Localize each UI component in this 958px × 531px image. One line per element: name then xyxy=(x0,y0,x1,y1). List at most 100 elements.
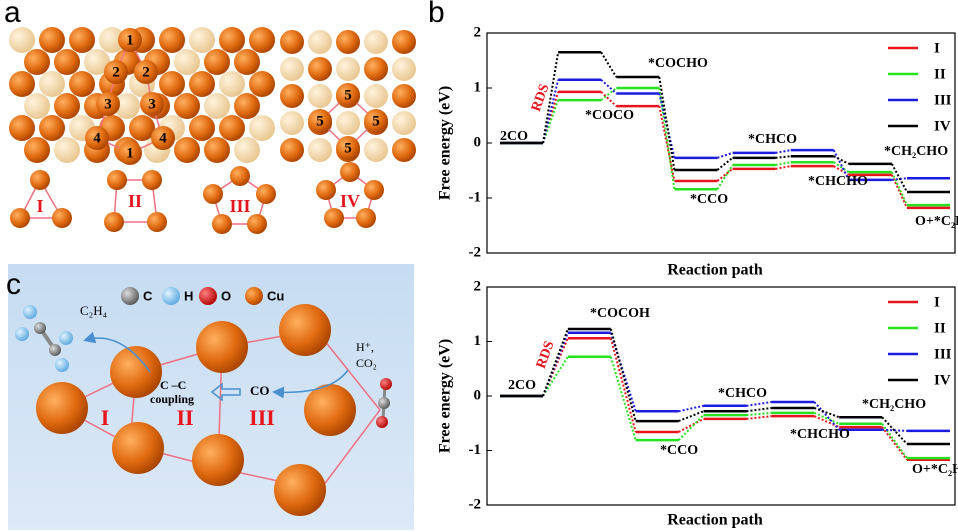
atom xyxy=(54,137,80,163)
site-label: 5 xyxy=(344,87,352,103)
site-label: 5 xyxy=(344,140,352,156)
atom xyxy=(234,137,260,163)
panel-label: a xyxy=(4,0,21,29)
connector xyxy=(542,79,560,144)
atom xyxy=(24,137,50,163)
intermediate-label: CO xyxy=(250,383,270,398)
connector xyxy=(890,171,908,206)
site-atom xyxy=(151,126,175,150)
site-label: 2 xyxy=(142,64,150,80)
atom xyxy=(142,170,162,190)
connector xyxy=(600,79,617,95)
site-label: 3 xyxy=(148,96,156,112)
site-label: 1 xyxy=(126,145,134,161)
site-atom xyxy=(336,136,360,160)
atom xyxy=(189,71,215,97)
connector xyxy=(746,415,772,420)
legend-label: I xyxy=(934,294,940,310)
region-label: I xyxy=(101,405,110,430)
molecule-atom xyxy=(49,344,61,356)
cu-atom xyxy=(192,434,244,486)
site-atom xyxy=(96,92,120,116)
connector xyxy=(678,404,704,413)
site-atom xyxy=(134,60,158,84)
step-label: 2CO xyxy=(508,378,536,393)
step-label: *COCO xyxy=(585,108,634,123)
site-label: 4 xyxy=(159,130,167,146)
step-label: *COCHO xyxy=(648,56,708,71)
atom xyxy=(280,57,304,81)
y-tick-label: 2 xyxy=(474,24,482,40)
connector xyxy=(833,161,850,173)
cu-atom xyxy=(112,422,164,474)
y-tick-label: -2 xyxy=(469,496,482,512)
connector xyxy=(716,164,734,190)
connector xyxy=(833,155,850,165)
atom xyxy=(104,212,124,232)
coupling-label: coupling xyxy=(150,392,194,406)
rds-label: RDS xyxy=(529,82,553,114)
atom xyxy=(204,93,230,119)
connector xyxy=(881,426,908,461)
atom xyxy=(340,162,360,182)
connector xyxy=(746,406,772,413)
step-label: O+*C₂H₄ xyxy=(915,214,958,229)
connector xyxy=(542,337,569,397)
legend-label: IV xyxy=(934,118,951,134)
motif-label: II xyxy=(128,191,142,211)
connector xyxy=(542,99,560,144)
atom xyxy=(174,137,200,163)
connector xyxy=(881,423,908,459)
connector xyxy=(716,157,734,171)
connector xyxy=(658,87,676,190)
atom xyxy=(308,57,332,81)
connector xyxy=(678,410,704,423)
atom xyxy=(69,71,95,97)
coupling-label: C –C xyxy=(160,378,186,392)
cu-atom xyxy=(36,382,88,434)
site-atom xyxy=(140,92,164,116)
y-tick-label: -2 xyxy=(469,244,482,260)
step-label: *CHCO xyxy=(748,132,797,147)
region-label: II xyxy=(176,405,193,430)
atom xyxy=(219,115,245,141)
atom xyxy=(336,111,360,135)
atom xyxy=(9,115,35,141)
connector xyxy=(775,155,791,159)
step-label: *CH₂CHO xyxy=(884,144,948,159)
connector xyxy=(746,411,772,417)
atom xyxy=(174,49,200,75)
molecule-atom xyxy=(380,378,392,390)
atom xyxy=(129,115,155,141)
atom xyxy=(204,137,230,163)
atom xyxy=(308,84,332,108)
y-tick-label: -1 xyxy=(469,442,482,458)
atom xyxy=(107,170,127,190)
atom xyxy=(324,208,344,228)
molecule-atom xyxy=(59,331,73,345)
site-label: 5 xyxy=(316,113,324,129)
atom xyxy=(364,57,388,81)
atom xyxy=(280,30,304,54)
atom xyxy=(69,27,95,53)
atom xyxy=(212,214,232,234)
atom xyxy=(39,115,65,141)
atom xyxy=(174,93,200,119)
atom xyxy=(52,208,72,228)
connector xyxy=(600,51,618,78)
atom xyxy=(280,84,304,108)
atom xyxy=(54,93,80,119)
step-label: *CH₂CHO xyxy=(862,397,926,412)
atom xyxy=(392,57,416,81)
step-label: *CHCO xyxy=(718,386,767,401)
connector xyxy=(882,428,908,432)
motif-label: III xyxy=(229,196,250,216)
atom xyxy=(364,138,388,162)
atom xyxy=(204,49,230,75)
atom xyxy=(230,166,250,186)
motif-label: I xyxy=(36,196,43,216)
site-atom xyxy=(104,60,128,84)
y-tick-label: 2 xyxy=(474,278,482,294)
